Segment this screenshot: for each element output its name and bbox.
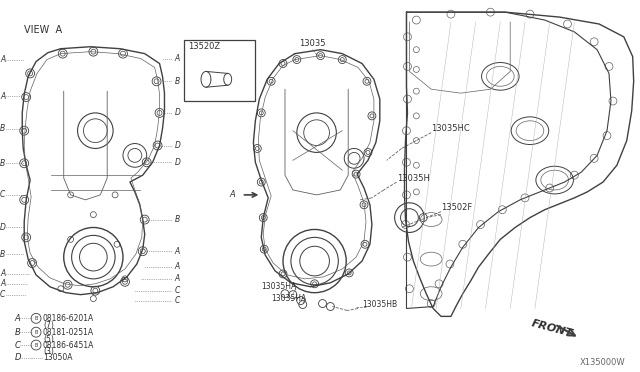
Text: 13050A: 13050A [43,353,72,362]
Text: 13035HB: 13035HB [362,300,397,309]
Text: (3): (3) [43,347,54,356]
Text: 13520Z: 13520Z [188,42,220,51]
Text: A: A [174,263,180,272]
Text: D: D [174,108,180,118]
Text: D: D [174,141,180,150]
Text: (7): (7) [43,321,54,330]
Text: B: B [35,343,38,347]
Text: X135000W: X135000W [579,358,625,367]
Text: A: A [174,247,180,256]
Text: A: A [0,279,6,288]
Text: A: A [0,269,6,278]
Text: (5): (5) [43,334,54,344]
Text: 13035: 13035 [299,39,325,48]
Text: C: C [0,290,6,299]
Text: D: D [174,158,180,167]
Text: 08186-6451A: 08186-6451A [43,340,94,350]
Text: D: D [14,353,21,362]
Text: 08181-0251A: 08181-0251A [43,328,94,337]
Text: A: A [174,54,180,63]
Text: A: A [0,55,6,64]
Text: D: D [0,223,6,232]
Text: 13502F: 13502F [441,203,472,212]
Text: 13035H: 13035H [397,174,429,183]
Text: B: B [0,124,6,133]
Text: A: A [230,190,236,199]
Text: B: B [0,250,6,259]
Text: 13035HA: 13035HA [261,282,296,291]
Text: A: A [0,92,6,100]
Bar [184,40,255,101]
Text: B: B [35,316,38,321]
Text: C: C [174,286,180,295]
Text: B: B [14,328,20,337]
Text: VIEW  A: VIEW A [24,25,62,35]
Text: A: A [14,314,20,323]
Text: B: B [174,77,180,86]
Text: FRONT: FRONT [530,318,573,339]
Text: B: B [174,215,180,224]
Text: C: C [0,190,6,199]
Text: A: A [174,275,180,283]
Text: B: B [35,330,38,335]
Text: 13035HC: 13035HC [431,124,470,133]
Text: C: C [14,340,20,350]
Text: B: B [0,159,6,168]
Text: 13035HA: 13035HA [271,294,307,303]
Text: C: C [174,296,180,305]
Text: 08186-6201A: 08186-6201A [43,314,94,323]
